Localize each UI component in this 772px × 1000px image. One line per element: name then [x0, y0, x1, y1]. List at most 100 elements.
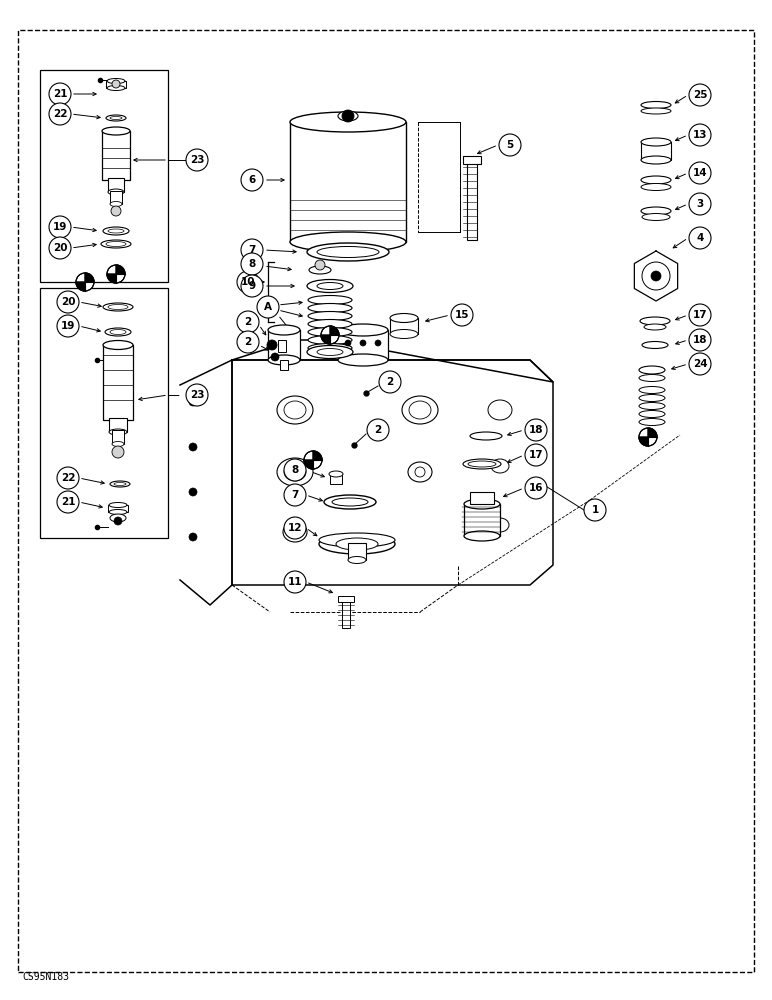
Circle shape — [186, 149, 208, 171]
Circle shape — [241, 275, 263, 297]
Ellipse shape — [308, 312, 352, 320]
Text: 2: 2 — [374, 425, 381, 435]
Ellipse shape — [639, 410, 665, 418]
Bar — [641, 142, 671, 160]
Ellipse shape — [307, 243, 389, 261]
Ellipse shape — [107, 79, 125, 84]
Circle shape — [114, 517, 122, 525]
Ellipse shape — [317, 282, 343, 290]
Ellipse shape — [106, 241, 126, 246]
Circle shape — [689, 162, 711, 184]
Ellipse shape — [641, 138, 671, 146]
Ellipse shape — [338, 324, 388, 336]
Polygon shape — [107, 274, 116, 283]
Bar — [278, 340, 286, 352]
Ellipse shape — [329, 471, 343, 477]
Ellipse shape — [639, 402, 665, 410]
Ellipse shape — [268, 325, 300, 335]
Ellipse shape — [110, 330, 126, 334]
Text: 6: 6 — [249, 175, 256, 185]
Circle shape — [639, 428, 657, 446]
Circle shape — [241, 253, 263, 275]
Ellipse shape — [642, 342, 668, 349]
Text: 10: 10 — [241, 277, 256, 287]
Ellipse shape — [307, 279, 353, 292]
Ellipse shape — [103, 227, 129, 235]
Polygon shape — [313, 451, 322, 460]
Bar — [390, 318, 418, 334]
Bar — [102, 131, 130, 180]
Ellipse shape — [112, 442, 124, 446]
Circle shape — [689, 84, 711, 106]
Text: 9: 9 — [249, 281, 256, 291]
Circle shape — [49, 216, 71, 238]
Circle shape — [284, 459, 306, 481]
Circle shape — [525, 419, 547, 441]
Ellipse shape — [338, 111, 358, 121]
Circle shape — [689, 329, 711, 351]
Text: 22: 22 — [52, 109, 67, 119]
Polygon shape — [232, 340, 553, 382]
Bar — [108, 505, 128, 512]
Polygon shape — [76, 282, 85, 291]
Circle shape — [112, 446, 124, 458]
Ellipse shape — [308, 336, 352, 344]
Ellipse shape — [308, 304, 352, 312]
Ellipse shape — [488, 400, 512, 420]
Circle shape — [241, 239, 263, 261]
Bar — [463, 156, 481, 164]
Text: 19: 19 — [52, 222, 67, 232]
Text: 3: 3 — [696, 199, 703, 209]
Circle shape — [57, 315, 79, 337]
Bar — [464, 504, 500, 536]
Bar — [40, 288, 168, 538]
Circle shape — [315, 260, 325, 270]
Text: 7: 7 — [291, 490, 299, 500]
Polygon shape — [304, 460, 313, 469]
Circle shape — [651, 271, 661, 281]
Circle shape — [284, 484, 306, 506]
Ellipse shape — [336, 538, 378, 550]
Circle shape — [241, 169, 263, 191]
Polygon shape — [180, 360, 232, 605]
Bar — [110, 191, 122, 204]
Ellipse shape — [284, 401, 306, 419]
Ellipse shape — [408, 462, 432, 482]
Ellipse shape — [464, 499, 500, 509]
Ellipse shape — [103, 340, 133, 350]
Ellipse shape — [308, 320, 352, 328]
Ellipse shape — [307, 346, 353, 359]
Polygon shape — [639, 437, 648, 446]
Ellipse shape — [639, 374, 665, 381]
Circle shape — [584, 499, 606, 521]
Ellipse shape — [109, 429, 127, 435]
Ellipse shape — [409, 401, 431, 419]
Text: 18: 18 — [529, 425, 543, 435]
Ellipse shape — [641, 184, 671, 190]
Ellipse shape — [110, 202, 122, 207]
Circle shape — [189, 488, 197, 496]
Ellipse shape — [290, 112, 406, 132]
Polygon shape — [321, 335, 330, 344]
Text: 20: 20 — [61, 297, 75, 307]
Ellipse shape — [640, 317, 670, 325]
Polygon shape — [330, 311, 339, 320]
Circle shape — [49, 237, 71, 259]
Text: 13: 13 — [692, 130, 707, 140]
Circle shape — [271, 353, 279, 361]
Polygon shape — [232, 360, 553, 585]
Text: 21: 21 — [52, 89, 67, 99]
Ellipse shape — [277, 396, 313, 424]
Text: 2: 2 — [245, 337, 252, 347]
Bar — [470, 492, 494, 504]
Circle shape — [57, 467, 79, 489]
Ellipse shape — [491, 518, 509, 532]
Polygon shape — [116, 265, 125, 274]
Circle shape — [112, 80, 120, 88]
Ellipse shape — [639, 394, 665, 401]
Bar — [348, 543, 366, 560]
Circle shape — [689, 124, 711, 146]
Ellipse shape — [283, 522, 307, 542]
Circle shape — [345, 340, 351, 346]
Text: 23: 23 — [190, 390, 205, 400]
